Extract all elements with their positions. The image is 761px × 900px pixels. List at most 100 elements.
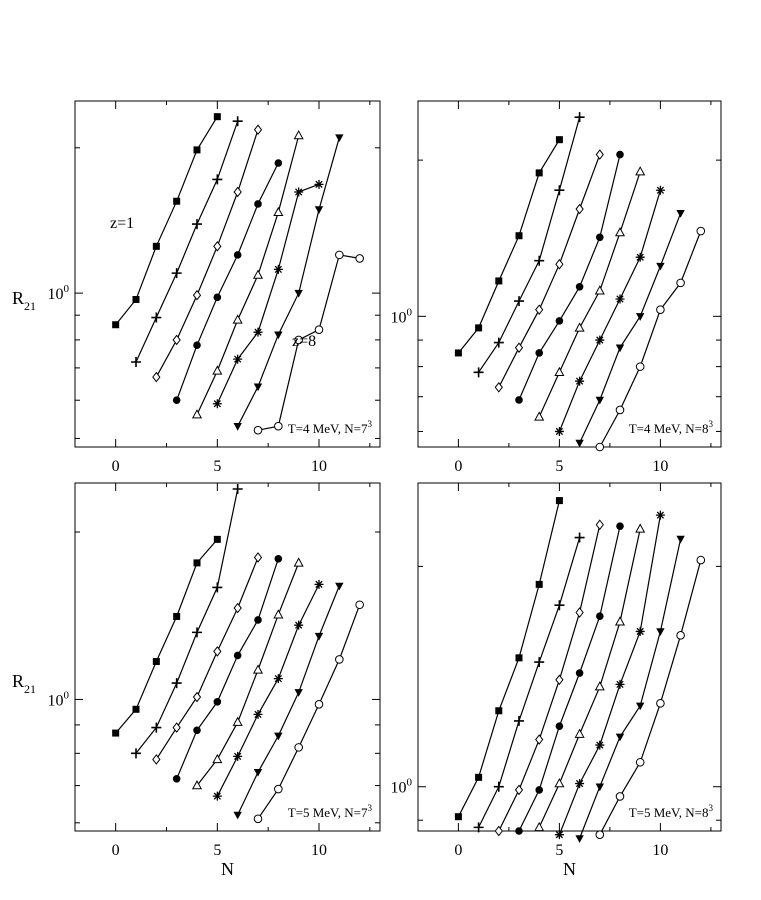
data-point (555, 674, 564, 686)
data-point (273, 206, 284, 217)
series-z1 (454, 136, 563, 357)
series-line (599, 230, 702, 448)
series-z6 (554, 510, 665, 840)
data-point (192, 691, 202, 703)
data-point (595, 519, 604, 531)
data-point (454, 349, 462, 357)
annotation: z=1 (110, 215, 134, 232)
series-line (558, 514, 661, 835)
data-point (314, 325, 324, 334)
data-point (151, 722, 162, 733)
series-z5 (191, 130, 304, 419)
data-point (655, 185, 665, 195)
data-point (575, 835, 584, 843)
data-point (515, 827, 523, 835)
data-point (574, 112, 585, 123)
data-point (575, 203, 584, 215)
data-point (213, 535, 221, 543)
data-point (656, 628, 665, 636)
chart-panel-bottom-left: 0 5 10 100 T=5 MeV, N=73 R21 N (12, 482, 381, 879)
data-point (191, 780, 203, 790)
series-z1 (112, 113, 221, 329)
data-point (515, 654, 523, 662)
data-point (535, 304, 544, 315)
data-point (273, 674, 283, 684)
x-tick-label: 0 (454, 458, 462, 475)
data-point (615, 679, 625, 689)
data-point (696, 226, 706, 236)
data-point (535, 169, 543, 177)
data-point (152, 658, 160, 666)
series-line (257, 604, 361, 820)
data-point (173, 612, 181, 620)
data-point (535, 786, 543, 794)
data-point (554, 366, 565, 377)
data-point (454, 813, 462, 821)
data-point (172, 722, 181, 733)
data-point (515, 232, 523, 240)
series-line (579, 212, 682, 444)
data-point (495, 277, 503, 285)
data-point (274, 159, 283, 167)
data-point (614, 616, 626, 626)
data-point (355, 254, 364, 263)
data-point (635, 626, 645, 636)
data-point (596, 233, 604, 242)
series-z8 (253, 600, 364, 824)
data-point (212, 582, 223, 593)
data-point (193, 726, 201, 735)
axes-frame (74, 100, 381, 448)
series-line (558, 190, 661, 432)
series-line (237, 137, 340, 427)
data-point (253, 425, 263, 435)
series-z4 (515, 150, 624, 404)
data-point (335, 134, 344, 143)
series-line (115, 539, 218, 734)
data-point (293, 557, 304, 567)
chart-panel-bottom-right: 0 5 10 100 T=5 MeV, N=83 N (391, 482, 722, 879)
data-point (555, 136, 563, 144)
data-point (635, 166, 646, 176)
data-point (595, 740, 605, 750)
x-tick-label: 5 (213, 842, 221, 859)
data-point (294, 289, 303, 298)
series-line (538, 171, 641, 418)
data-point (192, 627, 202, 638)
data-point (534, 255, 545, 266)
data-point (253, 383, 263, 392)
data-point (534, 657, 545, 668)
data-point (212, 174, 223, 185)
data-point (132, 295, 140, 303)
series-z7 (575, 535, 685, 843)
data-point (595, 335, 605, 345)
series-z5 (534, 523, 646, 832)
series-z7 (233, 582, 344, 820)
x-axis-label: N (221, 859, 234, 879)
series-z8 (595, 555, 706, 839)
data-point (252, 664, 264, 674)
chart-panel-top-left: 0 5 10 100 T=4 MeV, N=73 z=1 z=8 R21 (12, 100, 381, 475)
data-point (635, 362, 645, 371)
series-line (216, 183, 320, 404)
data-point (314, 700, 324, 709)
series-line (237, 585, 340, 816)
data-point (212, 753, 223, 764)
data-point (212, 791, 222, 801)
series-z1 (112, 535, 221, 737)
data-point (233, 251, 242, 259)
data-point (172, 396, 181, 405)
series-line (498, 524, 601, 832)
data-point (294, 743, 303, 752)
x-tick-label: 5 (555, 842, 563, 859)
data-point (554, 600, 565, 611)
data-point (152, 754, 161, 765)
data-point (555, 497, 563, 505)
x-tick-label: 0 (112, 842, 120, 859)
data-point (676, 631, 685, 640)
series-z7 (575, 210, 685, 448)
data-point (335, 250, 344, 260)
x-tick-label: 0 (112, 458, 120, 475)
data-point (293, 130, 304, 140)
series-z4 (515, 522, 624, 835)
data-point (274, 421, 283, 431)
